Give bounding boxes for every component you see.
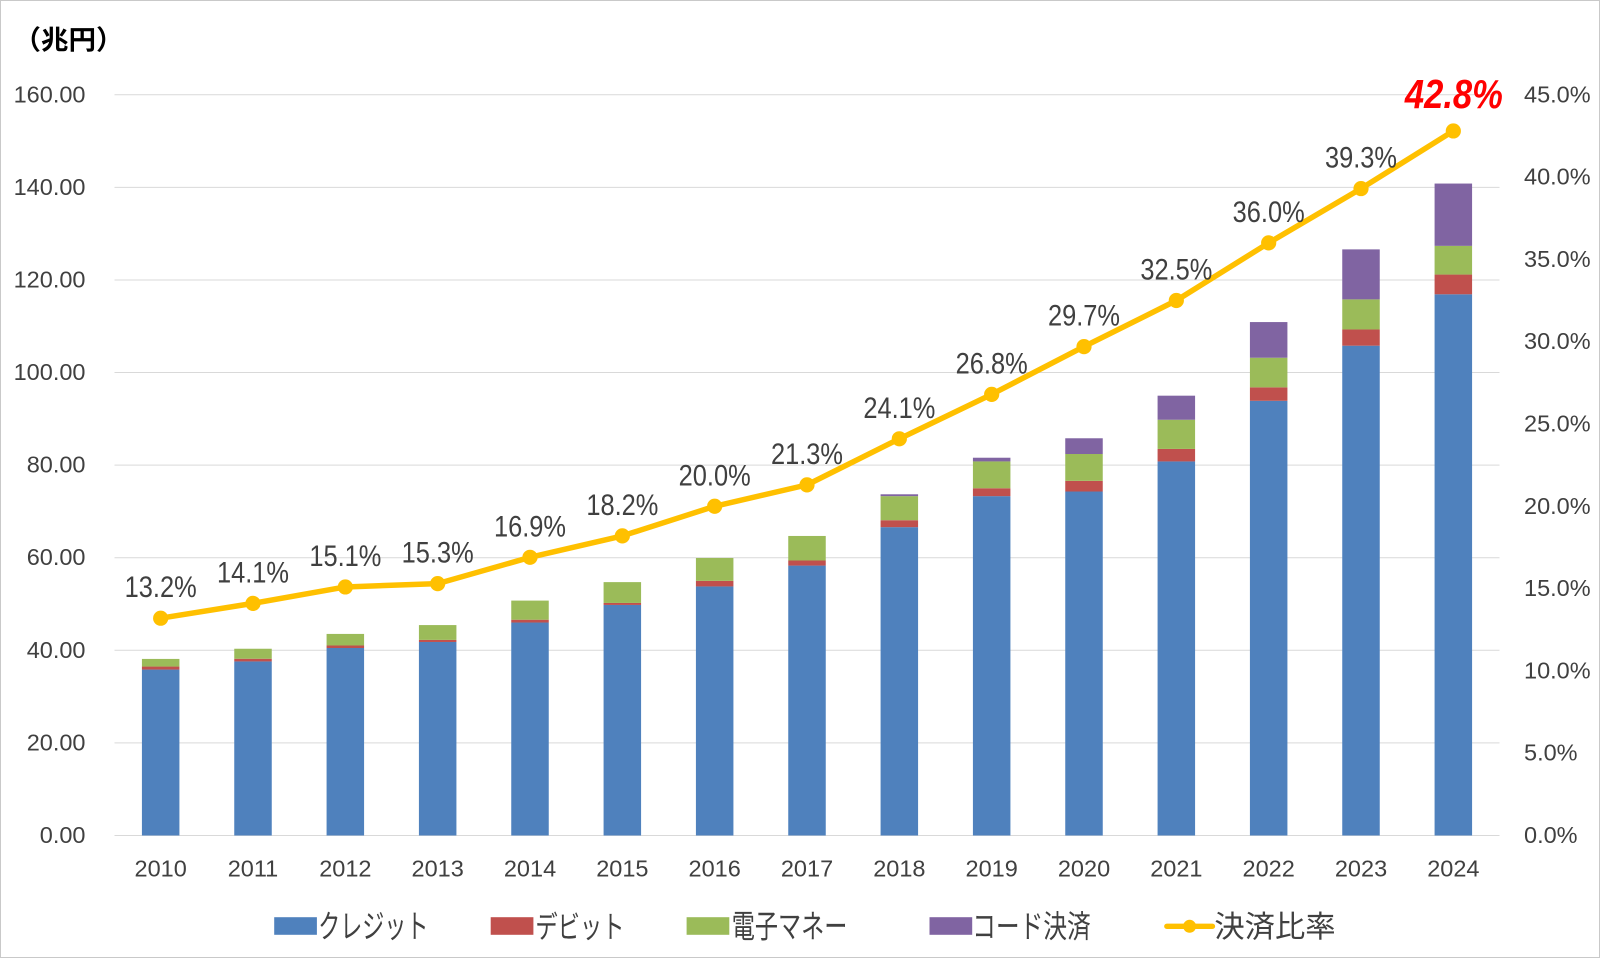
svg-text:120.00: 120.00	[14, 266, 86, 292]
svg-text:20.0%: 20.0%	[1524, 493, 1591, 519]
svg-text:36.0%: 36.0%	[1233, 196, 1305, 229]
svg-text:0.00: 0.00	[40, 822, 86, 848]
svg-text:32.5%: 32.5%	[1140, 254, 1212, 287]
svg-text:2013: 2013	[412, 856, 464, 882]
svg-text:160.00: 160.00	[14, 81, 86, 107]
svg-text:2022: 2022	[1243, 856, 1295, 882]
svg-text:2019: 2019	[966, 856, 1018, 882]
svg-text:25.0%: 25.0%	[1524, 410, 1591, 436]
svg-text:60.00: 60.00	[27, 544, 86, 570]
svg-text:2018: 2018	[873, 856, 925, 882]
svg-text:2011: 2011	[228, 856, 279, 882]
svg-text:2014: 2014	[504, 856, 556, 882]
svg-text:5.0%: 5.0%	[1524, 740, 1578, 766]
svg-text:16.9%: 16.9%	[494, 510, 566, 543]
svg-text:10.0%: 10.0%	[1524, 657, 1591, 683]
svg-text:15.1%: 15.1%	[309, 540, 381, 573]
svg-text:2020: 2020	[1058, 856, 1110, 882]
svg-text:14.1%: 14.1%	[217, 556, 289, 589]
svg-text:100.00: 100.00	[14, 359, 86, 385]
svg-text:18.2%: 18.2%	[586, 489, 658, 522]
svg-text:35.0%: 35.0%	[1524, 246, 1591, 272]
svg-text:2017: 2017	[781, 856, 833, 882]
svg-text:20.0%: 20.0%	[679, 459, 751, 492]
svg-text:15.3%: 15.3%	[402, 537, 474, 570]
svg-text:2012: 2012	[319, 856, 371, 882]
svg-text:20.00: 20.00	[27, 729, 86, 755]
svg-text:13.2%: 13.2%	[125, 571, 197, 604]
svg-text:2010: 2010	[135, 856, 187, 882]
svg-text:2016: 2016	[689, 856, 741, 882]
svg-text:40.00: 40.00	[27, 637, 86, 663]
svg-text:2021: 2021	[1150, 856, 1202, 882]
svg-text:39.3%: 39.3%	[1325, 142, 1397, 175]
svg-text:30.0%: 30.0%	[1524, 328, 1591, 354]
svg-text:2023: 2023	[1335, 856, 1387, 882]
svg-text:24.1%: 24.1%	[863, 392, 935, 425]
svg-text:15.0%: 15.0%	[1524, 575, 1591, 601]
svg-text:2015: 2015	[596, 856, 648, 882]
svg-text:45.0%: 45.0%	[1524, 81, 1591, 107]
svg-text:40.0%: 40.0%	[1524, 164, 1591, 190]
svg-text:2024: 2024	[1427, 856, 1479, 882]
svg-text:42.8%: 42.8%	[1404, 71, 1503, 117]
svg-text:140.00: 140.00	[14, 174, 86, 200]
svg-text:26.8%: 26.8%	[956, 347, 1028, 380]
svg-text:29.7%: 29.7%	[1048, 300, 1120, 333]
svg-text:80.00: 80.00	[27, 452, 86, 478]
svg-text:21.3%: 21.3%	[771, 438, 843, 471]
svg-text:0.0%: 0.0%	[1524, 822, 1578, 848]
